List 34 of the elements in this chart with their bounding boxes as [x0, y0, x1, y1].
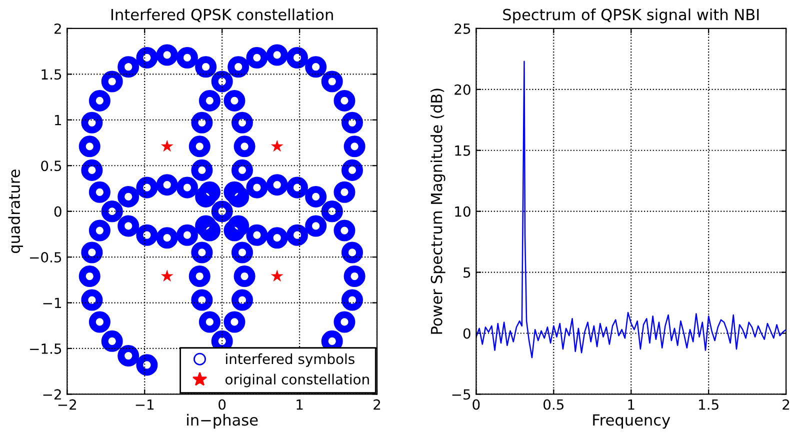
- y-tick-label: −5: [452, 389, 470, 400]
- y-axis-title: Power Spectrum Magnitude (dB): [430, 88, 446, 334]
- y-tick-label: 10: [455, 206, 470, 217]
- chart-title: Interfered QPSK constellation: [111, 8, 333, 22]
- y-tick-label: −1.5: [30, 344, 62, 354]
- x-tick-label: 2: [374, 399, 380, 410]
- x-tick-label: 0.5: [544, 399, 564, 410]
- x-axis-title: Frequency: [593, 414, 670, 429]
- line-series: [476, 60, 786, 358]
- y-tick-label: 15: [455, 146, 470, 156]
- y-tick-label: 25: [454, 23, 470, 34]
- x-tick-label: 2: [782, 399, 790, 410]
- y-tick-label: 0: [463, 328, 470, 339]
- x-tick-label: −1: [136, 399, 154, 410]
- legend-label: interfered symbols: [226, 353, 354, 367]
- y-tick-label: −2: [43, 389, 61, 400]
- x-axis-title: in−phase: [187, 414, 258, 429]
- x-tick-label: 1: [628, 399, 634, 410]
- chart-title: Spectrum of QPSK signal with NBI: [503, 8, 759, 24]
- y-tick-label: 20: [454, 84, 470, 95]
- x-tick-label: 1.5: [699, 399, 718, 410]
- y-tick-label: 0.5: [41, 160, 62, 172]
- x-tick-label: 0: [472, 399, 480, 410]
- y-tick-label: 1.5: [42, 69, 62, 80]
- y-tick-label: 1: [54, 115, 62, 126]
- legend-label: original constellation: [226, 374, 369, 388]
- y-tick-label: −1: [43, 298, 62, 308]
- y-tick-label: 5: [464, 267, 470, 278]
- y-tick-label: −0.5: [30, 252, 62, 263]
- x-tick-label: 0: [218, 399, 226, 410]
- x-tick-label: 1: [296, 399, 303, 410]
- y-tick-label: 2: [54, 23, 61, 34]
- y-axis-title: quadrature: [8, 170, 24, 254]
- y-tick-label: 0: [54, 206, 62, 217]
